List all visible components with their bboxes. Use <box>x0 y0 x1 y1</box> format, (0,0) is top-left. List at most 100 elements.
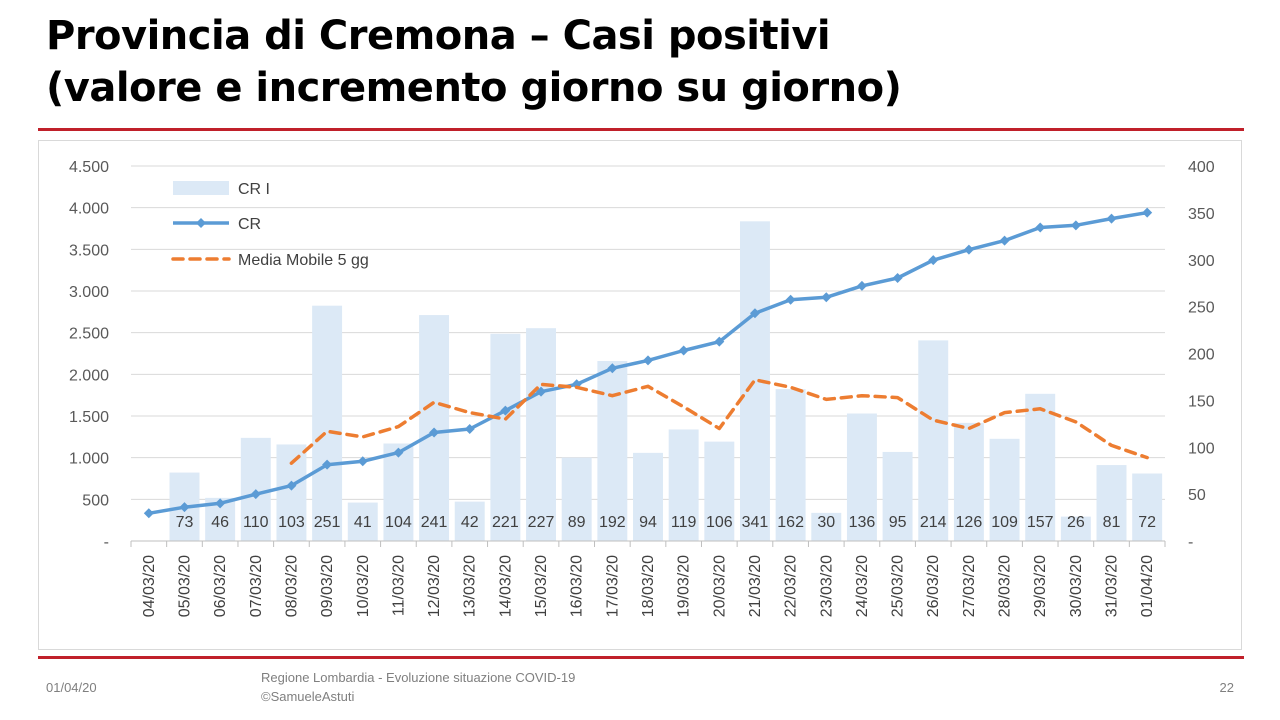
bar-data-label: 46 <box>211 514 229 531</box>
top-divider <box>38 128 1244 131</box>
x-axis-category-label: 08/03/20 <box>283 555 300 617</box>
series-marker-cr <box>286 480 297 491</box>
bar-data-label: 94 <box>639 514 657 531</box>
series-marker-cr <box>179 502 190 513</box>
bar-data-label: 192 <box>599 514 626 531</box>
x-axis-category-label: 05/03/20 <box>176 555 193 617</box>
series-marker-cr <box>429 427 440 438</box>
series-marker-cr <box>607 363 618 374</box>
series-marker-cr <box>1035 222 1046 233</box>
x-axis-category-label: 25/03/20 <box>890 555 907 617</box>
bar-data-label: 162 <box>777 514 804 531</box>
bar <box>1025 393 1056 541</box>
x-axis-category-label: 23/03/20 <box>818 555 835 617</box>
bar-data-label: 251 <box>314 514 341 531</box>
series-marker-cr <box>678 345 689 356</box>
x-axis-category-label: 30/03/20 <box>1068 555 1085 617</box>
bar <box>882 451 913 541</box>
right-axis-tick-label: 150 <box>1188 393 1215 410</box>
series-marker-cr <box>357 456 368 467</box>
series-marker-cr <box>892 273 903 283</box>
footer-source-line-1: Regione Lombardia - Evoluzione situazion… <box>261 670 576 685</box>
x-axis-category-label: 12/03/20 <box>426 555 443 617</box>
series-marker-cr <box>1106 213 1117 224</box>
x-axis-category-label: 18/03/20 <box>640 555 657 617</box>
legend-label: CR I <box>238 181 270 198</box>
bar <box>490 333 521 541</box>
series-marker-cr <box>999 235 1010 246</box>
series-marker-cr <box>785 294 796 305</box>
bar <box>1096 465 1127 541</box>
series-marker-cr <box>215 498 226 509</box>
x-axis-category-label: 09/03/20 <box>319 555 336 617</box>
x-axis-category-label: 16/03/20 <box>569 555 586 617</box>
series-marker-cr <box>928 255 939 266</box>
bar <box>668 429 699 541</box>
x-axis-category-label: 28/03/20 <box>997 555 1014 617</box>
series-marker-cr <box>821 292 832 303</box>
bar-data-label: 214 <box>920 514 947 531</box>
x-axis-category-label: 21/03/20 <box>747 555 764 617</box>
bar-data-label: 73 <box>176 514 194 531</box>
series-marker-cr <box>963 244 974 255</box>
page-number: 22 <box>1219 680 1234 695</box>
bar-data-label: 26 <box>1067 514 1085 531</box>
right-axis-tick-label: 50 <box>1188 487 1206 504</box>
x-axis-category-label: 19/03/20 <box>676 555 693 617</box>
footer-date: 01/04/20 <box>46 680 97 695</box>
x-axis-category-label: 31/03/20 <box>1104 555 1121 617</box>
x-axis-category-label: 26/03/20 <box>925 555 942 617</box>
right-axis-tick-label: 250 <box>1188 300 1215 317</box>
right-axis-tick-label: 350 <box>1188 206 1215 223</box>
bar <box>953 422 984 541</box>
x-axis-category-label: 01/04/20 <box>1139 555 1156 617</box>
bar <box>811 512 842 541</box>
bar <box>312 305 343 541</box>
left-axis-tick-label: 4.500 <box>69 159 109 176</box>
slide-title: Provincia di Cremona – Casi positivi (va… <box>46 10 902 114</box>
chart-area: - 500 1.000 1.500 2.000 2.500 3.000 3.500 4.000 4… <box>38 140 1242 650</box>
left-axis-tick-label: 3.000 <box>69 284 109 301</box>
x-axis-category-label: 04/03/20 <box>141 555 158 617</box>
x-axis-category-label: 10/03/20 <box>355 555 372 617</box>
bar <box>561 457 592 541</box>
series-marker-cr <box>749 308 760 319</box>
series-marker-cr <box>1070 220 1081 231</box>
x-axis-category-label: 07/03/20 <box>248 555 265 617</box>
bottom-divider <box>38 656 1244 659</box>
right-axis-tick-label: - <box>1188 534 1193 551</box>
bar-data-label: 110 <box>243 514 269 531</box>
bar <box>276 444 307 541</box>
x-axis-category-label: 13/03/20 <box>462 555 479 617</box>
x-axis-category-label: 17/03/20 <box>604 555 621 617</box>
bar <box>1060 516 1091 541</box>
x-axis-category-label: 15/03/20 <box>533 555 550 617</box>
left-axis-tick-label: 1.000 <box>69 451 109 468</box>
series-marker-cr <box>856 280 867 291</box>
right-axis-tick-label: 200 <box>1188 347 1215 364</box>
footer-source-line-2: ©SamueleAstuti <box>261 689 355 704</box>
left-axis-tick-label: 2.000 <box>69 367 109 384</box>
right-axis-tick-label: 400 <box>1188 159 1215 176</box>
slide-title-line-2: (valore e incremento giorno su giorno) <box>46 65 902 111</box>
x-axis-category-label: 24/03/20 <box>854 555 871 617</box>
slide-title-line-1: Provincia di Cremona – Casi positivi <box>46 13 831 59</box>
series-marker-cr <box>464 424 475 434</box>
bar-data-label: 42 <box>461 514 479 531</box>
bar-data-label: 30 <box>817 514 835 531</box>
legend-label: CR <box>238 216 261 233</box>
right-axis-tick-label: 100 <box>1188 440 1215 457</box>
bar-data-label: 81 <box>1103 514 1121 531</box>
right-axis-tick-label: 300 <box>1188 253 1215 270</box>
bar-data-label: 126 <box>956 514 983 531</box>
left-axis-tick-label: 4.000 <box>69 201 109 218</box>
bar <box>1132 473 1163 541</box>
bar-data-label: 136 <box>849 514 876 531</box>
bar-data-label: 103 <box>278 514 305 531</box>
bar <box>918 340 949 541</box>
series-line-media-mobile <box>289 378 1149 465</box>
series-marker-cr <box>500 405 511 416</box>
bar <box>347 502 378 541</box>
bar-data-label: 227 <box>528 514 555 531</box>
left-axis-tick-label: 2.500 <box>69 326 109 343</box>
